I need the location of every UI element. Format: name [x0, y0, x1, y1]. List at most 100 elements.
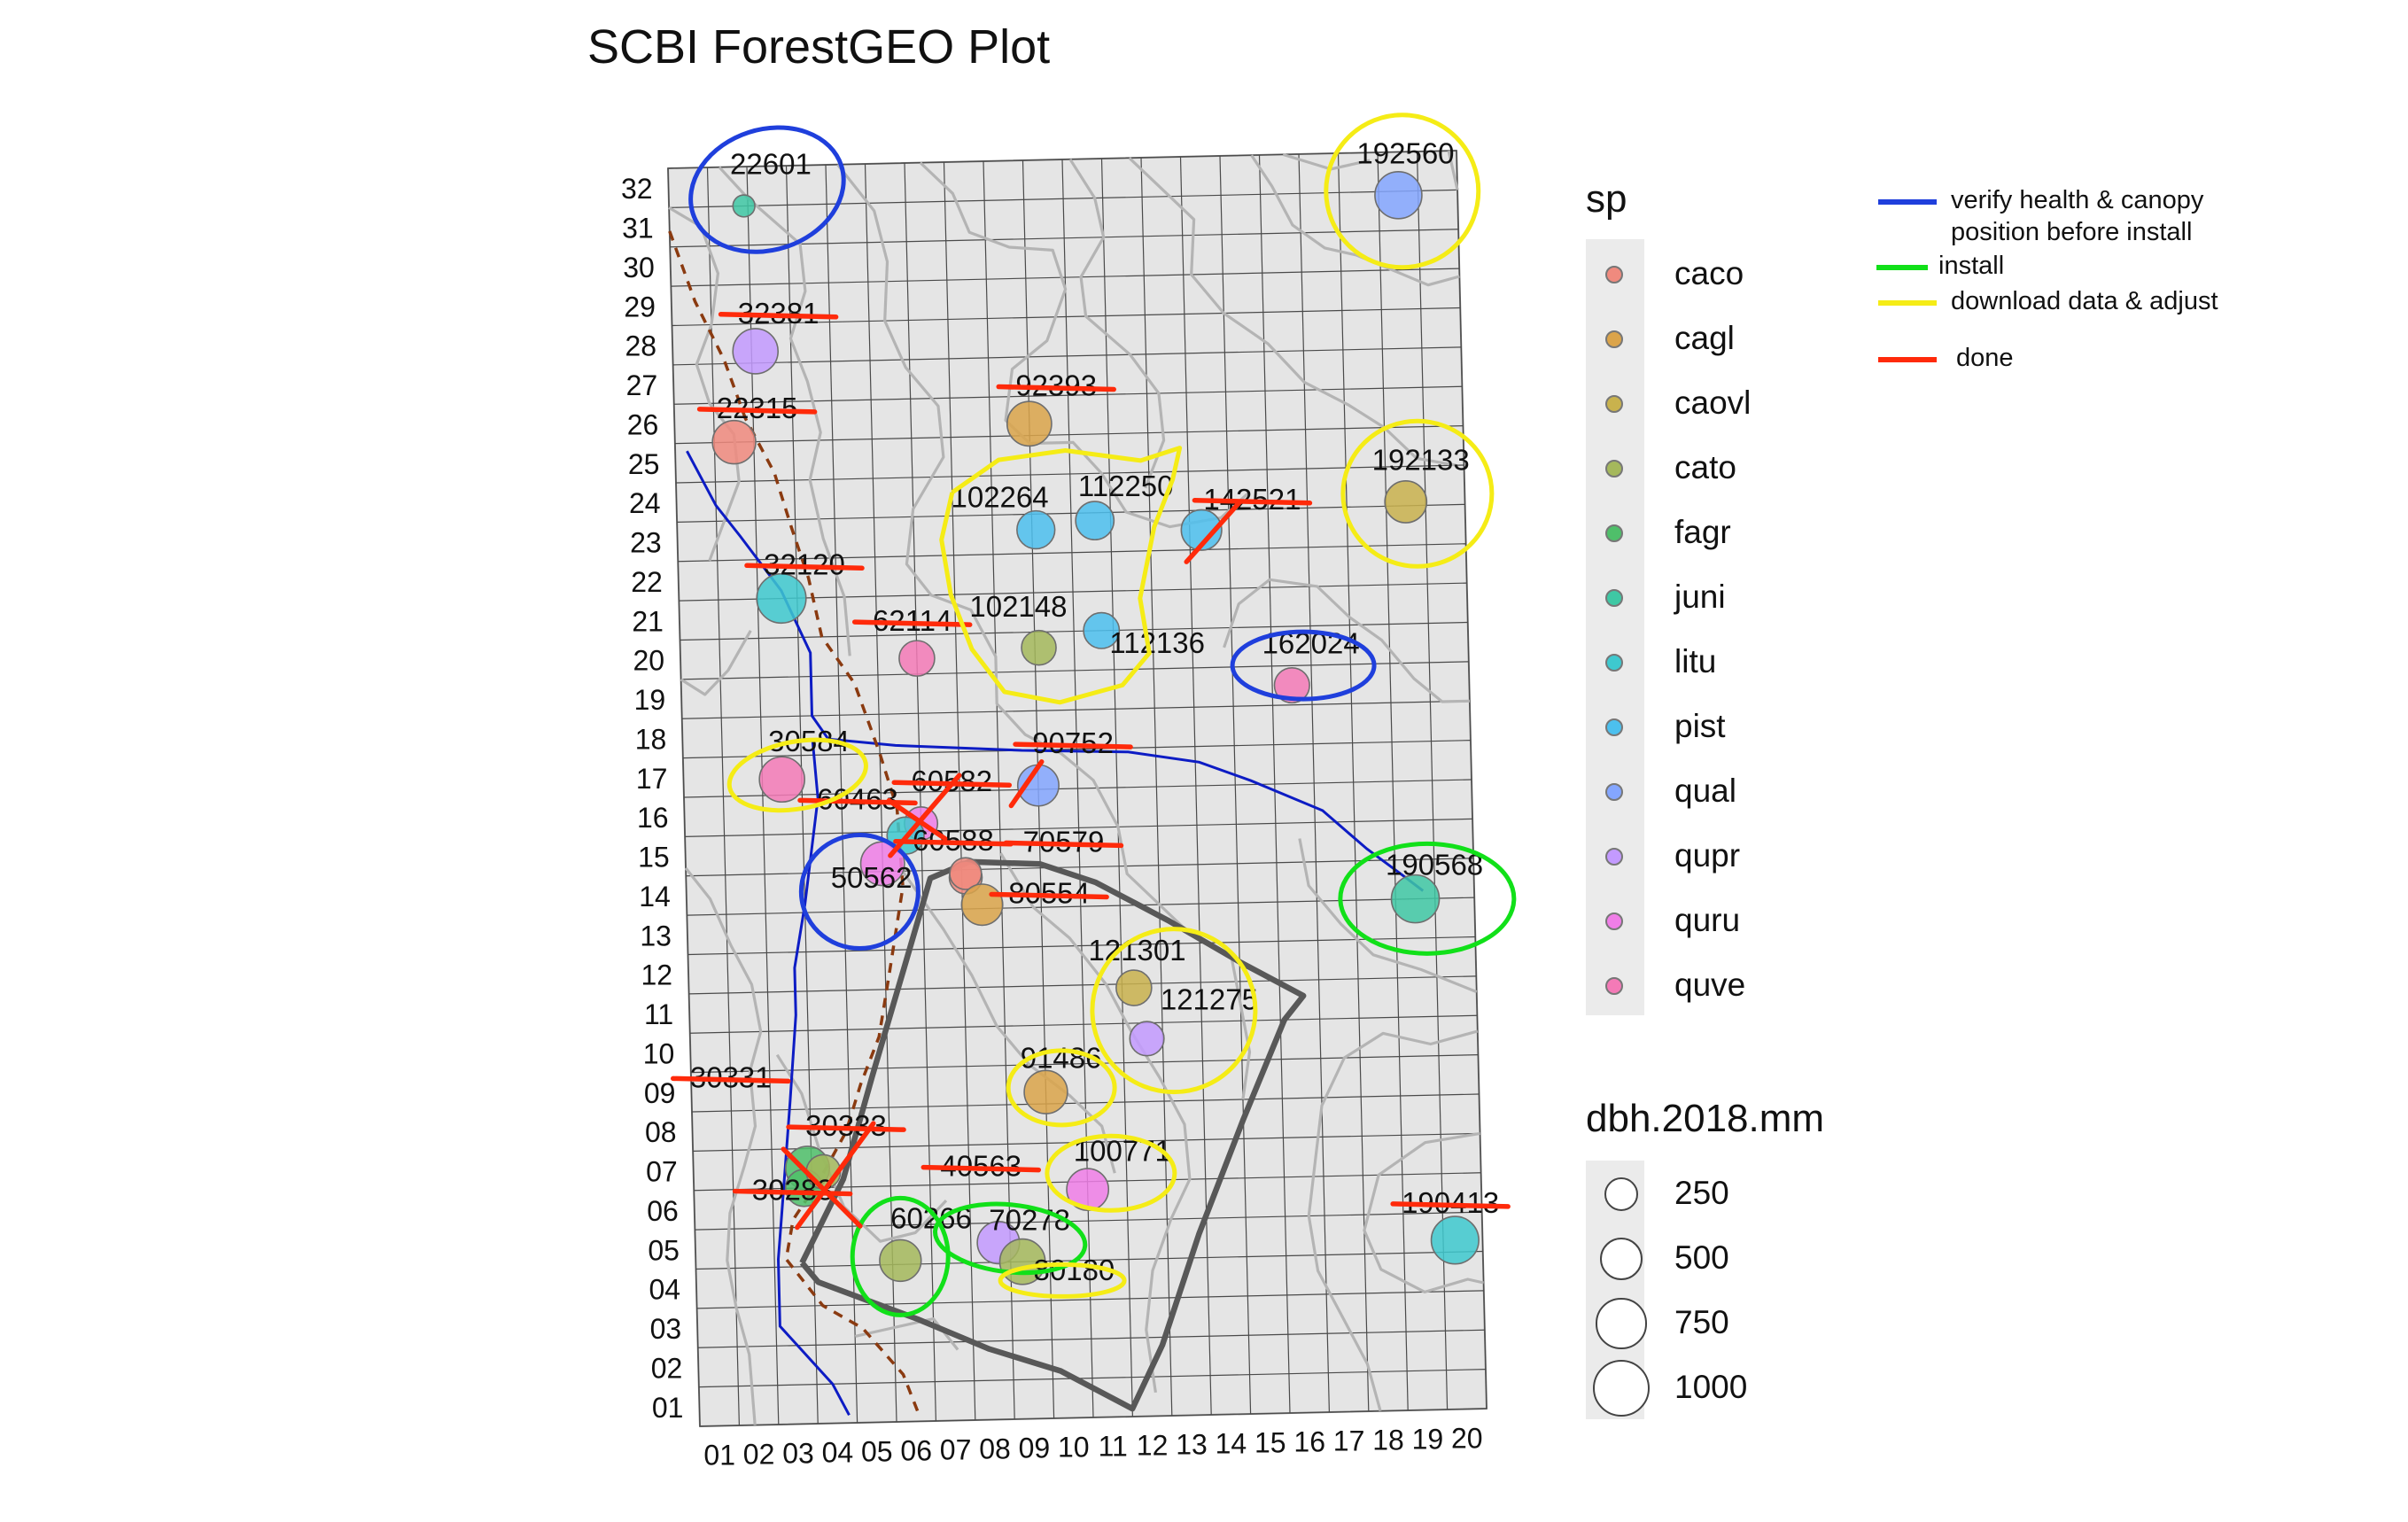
- y-tick-label: 12: [641, 959, 672, 991]
- contour-line: [1250, 154, 1460, 287]
- tree-112136: [1083, 611, 1121, 649]
- tree-190568: [1390, 874, 1441, 924]
- axis-labels: 01 02 03 04 05 06 07 08 09 10 11 12 13 14 15 16 17 18 19 20…: [621, 173, 1483, 1471]
- verify-circle: [798, 833, 920, 951]
- contour-line: [668, 206, 741, 562]
- grid-line-horizontal: [687, 936, 1476, 956]
- tree-label: 192560: [1356, 137, 1454, 170]
- done-strike: [1003, 840, 1124, 849]
- tree-121301: [1115, 969, 1153, 1006]
- grid-line-horizontal: [697, 1329, 1485, 1348]
- tree-112250: [1075, 501, 1115, 541]
- x-tick-label: 08: [979, 1433, 1011, 1465]
- y-tick-label: 32: [621, 173, 653, 205]
- grid-line-horizontal: [695, 1250, 1483, 1270]
- size-key-250: [1604, 1177, 1638, 1211]
- done-strike: [786, 1124, 906, 1132]
- tree-162024: [1273, 666, 1310, 704]
- done-strike: [893, 839, 1014, 847]
- done-cross: [795, 1121, 876, 1231]
- annotation-key-label: verify health & canopy: [1951, 186, 2204, 214]
- verify-circle: [1230, 629, 1377, 702]
- annotation-key-swatch: [1876, 265, 1928, 270]
- grid-line-horizontal: [678, 543, 1466, 563]
- trail-dashed: [668, 230, 922, 1418]
- size-label: 1000: [1674, 1369, 1748, 1405]
- annotation-key: done: [1878, 342, 2374, 377]
- install-circle: [850, 1195, 951, 1317]
- done-strike: [996, 384, 1116, 392]
- done-strike-curve: [1184, 499, 1243, 564]
- species-key-qupr: [1605, 848, 1623, 866]
- species-key-juni: [1605, 589, 1623, 607]
- y-tick-label: 11: [644, 998, 673, 1030]
- grid-line-horizontal: [691, 1093, 1480, 1113]
- y-tick-label: 06: [647, 1195, 679, 1227]
- done-strike: [732, 1188, 853, 1197]
- y-tick-label: 13: [640, 920, 672, 951]
- grid-line-horizontal: [689, 1014, 1478, 1034]
- x-tick-label: 19: [1412, 1424, 1444, 1456]
- grid-line-horizontal: [686, 858, 1474, 877]
- x-tick-label: 02: [743, 1439, 775, 1471]
- contour-line: [836, 163, 1062, 755]
- y-tick-label: 20: [633, 645, 664, 677]
- done-strike: [744, 563, 865, 571]
- x-tick-label: 16: [1293, 1426, 1325, 1458]
- size-key-1000: [1593, 1360, 1650, 1417]
- download-circle: [1006, 1048, 1117, 1128]
- annotation-key-label-line2: position before install: [1951, 218, 2193, 246]
- tree-32120: [756, 572, 807, 625]
- tree-label: 112250: [1078, 470, 1174, 502]
- grid-line-horizontal: [672, 307, 1461, 327]
- tree-label: 102264: [952, 480, 1049, 513]
- y-tick-label: 04: [649, 1274, 680, 1306]
- download-circle: [726, 737, 868, 813]
- y-tick-label: 24: [629, 487, 661, 519]
- contour-line: [1068, 158, 1166, 489]
- species-key-quru: [1605, 912, 1623, 930]
- download-circle: [1340, 418, 1495, 569]
- done-strike: [1390, 1201, 1511, 1209]
- species-label: fagr: [1674, 514, 1731, 550]
- grid-line-horizontal: [677, 503, 1465, 523]
- contour-line: [901, 870, 1116, 1174]
- y-tick-label: 21: [632, 605, 664, 637]
- tree-192560: [1374, 171, 1423, 220]
- species-label: juni: [1674, 579, 1726, 615]
- download-freehand-area: [939, 446, 1183, 705]
- grid-line-horizontal: [680, 621, 1468, 641]
- grid-line-horizontal: [696, 1290, 1484, 1309]
- species-label: cagl: [1674, 320, 1735, 356]
- tree-label: 60266: [890, 1202, 972, 1235]
- species-key-fagr: [1605, 524, 1623, 542]
- tree-70579: [949, 857, 983, 890]
- grid-line-horizontal: [687, 897, 1475, 916]
- species-label: pist: [1674, 708, 1726, 744]
- size-label: 500: [1674, 1239, 1729, 1276]
- contour-line: [1447, 150, 1459, 190]
- tree-190413: [1430, 1215, 1480, 1265]
- y-tick-label: 25: [628, 448, 660, 480]
- species-label: caco: [1674, 255, 1744, 291]
- size-key-500: [1599, 1237, 1643, 1281]
- tree-22315: [711, 419, 757, 465]
- contour-line: [854, 1316, 959, 1351]
- done-cross: [888, 773, 962, 858]
- map-title: SCBI ForestGEO Plot: [587, 20, 1051, 74]
- hand-annotations: [688, 113, 1517, 1317]
- tree-label: 22601: [730, 147, 812, 180]
- done-strike: [1013, 742, 1133, 749]
- y-tick-label: 18: [635, 723, 667, 755]
- done-strike: [851, 619, 973, 627]
- tree-100771: [1066, 1168, 1110, 1212]
- y-tick-label: 03: [650, 1313, 682, 1345]
- tree-60266: [879, 1239, 922, 1283]
- species-label: litu: [1674, 643, 1717, 679]
- install-circle: [1338, 841, 1517, 956]
- done-strike: [989, 891, 1109, 900]
- y-tick-label: 27: [626, 369, 658, 401]
- x-tick-label: 15: [1254, 1427, 1286, 1459]
- tree-label: 50562: [831, 861, 913, 894]
